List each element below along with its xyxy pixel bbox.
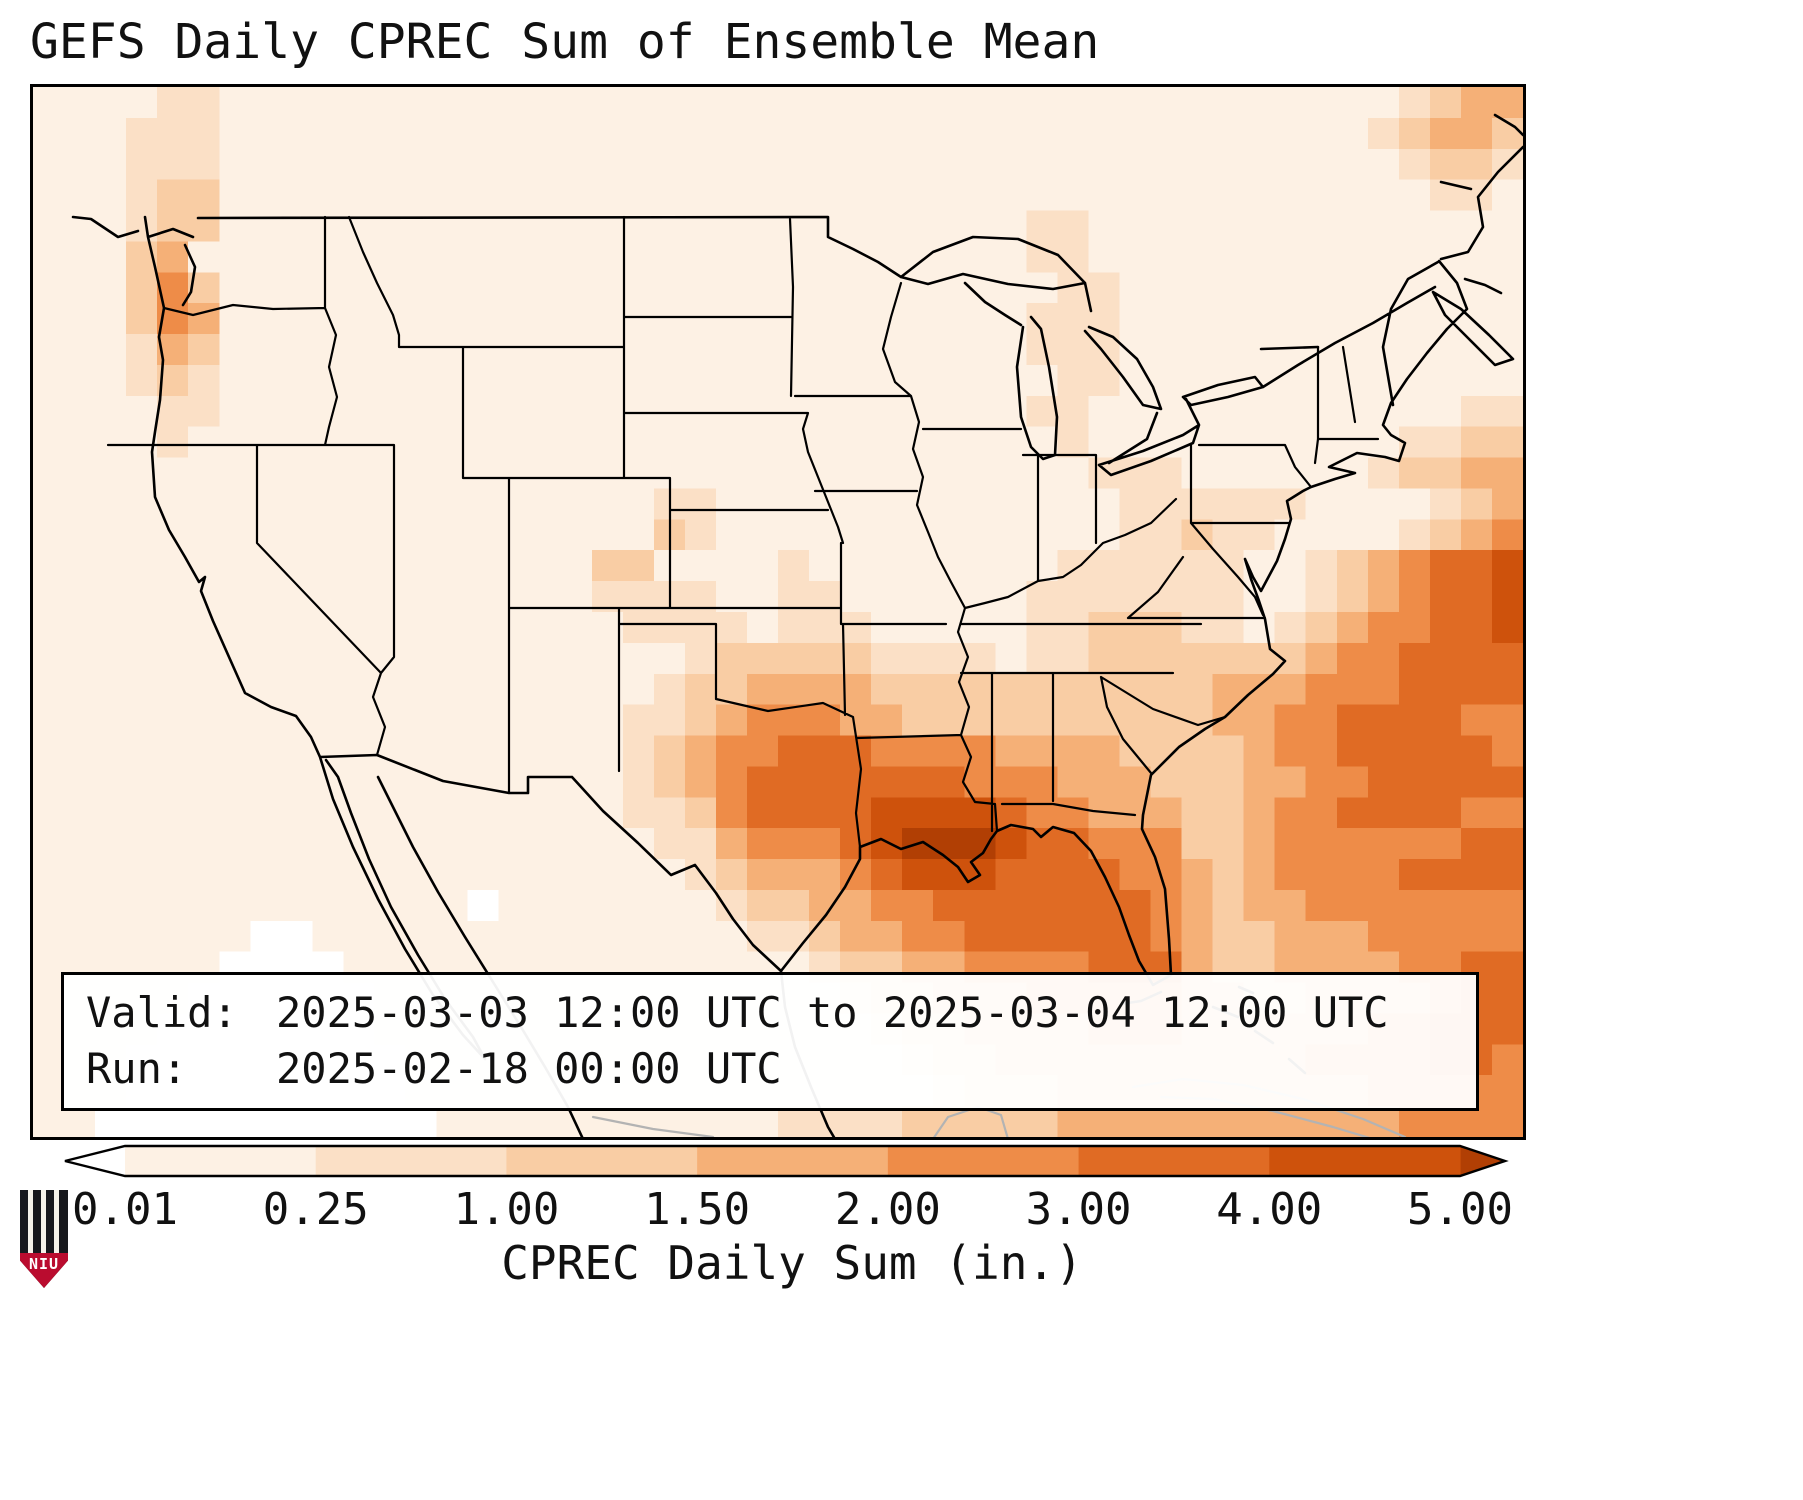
colorbar-ticks: 0.01 0.25 1.00 1.50 2.00 3.00 4.00 5.00	[0, 1184, 1803, 1236]
colorbar-tick-label: 2.00	[834, 1184, 941, 1235]
colorbar-tick-label: 0.25	[262, 1184, 369, 1235]
run-row: Run: 2025-02-18 00:00 UTC	[86, 1041, 1454, 1096]
figure-title: GEFS Daily CPREC Sum of Ensemble Mean	[30, 14, 1100, 70]
colorbar-tick-label: 0.01	[72, 1184, 178, 1235]
niu-band: NIU	[20, 1252, 68, 1288]
niu-logo: NIU	[20, 1190, 68, 1288]
niu-logo-text: NIU	[28, 1254, 60, 1273]
colorbar	[64, 1144, 1509, 1178]
valid-value: 2025-03-03 12:00 UTC to 2025-03-04 12:00…	[276, 988, 1389, 1038]
colorbar-title: CPREC Daily Sum (in.)	[501, 1236, 1083, 1290]
precip-heatmap-canvas	[33, 87, 1523, 1137]
valid-label: Valid:	[86, 988, 238, 1038]
info-box: Valid: 2025-03-03 12:00 UTC to 2025-03-0…	[61, 972, 1479, 1111]
colorbar-tick-label: 4.00	[1216, 1184, 1323, 1235]
precip-map: Valid: 2025-03-03 12:00 UTC to 2025-03-0…	[30, 84, 1526, 1140]
colorbar-tick-label: 1.50	[644, 1184, 751, 1235]
colorbar-tick-label: 5.00	[1407, 1184, 1513, 1235]
niu-castle-icon	[20, 1190, 68, 1255]
valid-row: Valid: 2025-03-03 12:00 UTC to 2025-03-0…	[86, 985, 1454, 1040]
colorbar-svg	[64, 1144, 1509, 1178]
colorbar-tick-label: 1.00	[453, 1184, 560, 1235]
run-value: 2025-02-18 00:00 UTC	[276, 1043, 782, 1093]
run-label: Run:	[86, 1043, 188, 1093]
colorbar-tick-label: 3.00	[1025, 1184, 1132, 1235]
state-borders	[106, 215, 1380, 849]
